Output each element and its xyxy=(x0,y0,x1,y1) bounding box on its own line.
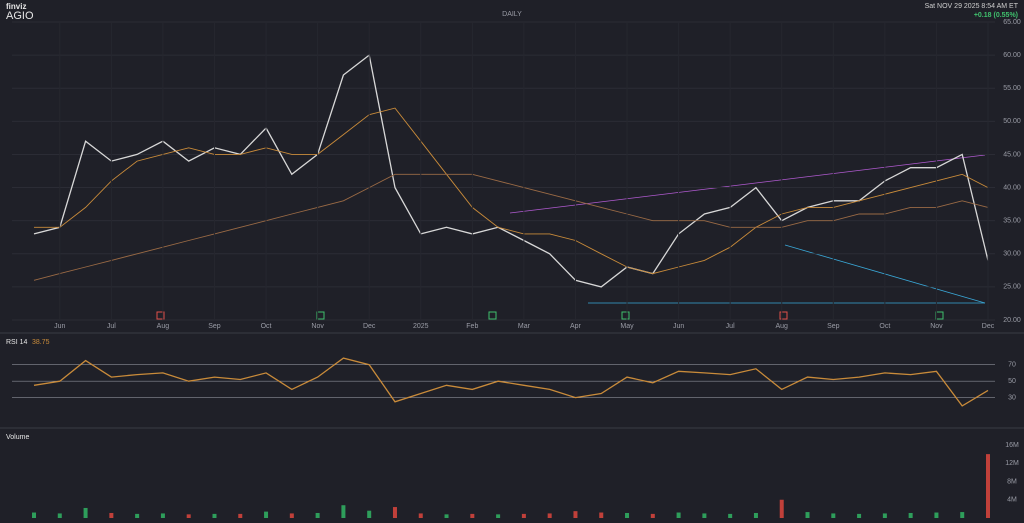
y-tick-label: 25.00 xyxy=(1003,284,1021,291)
volume-bar xyxy=(135,513,140,518)
x-tick-label: Mar xyxy=(518,323,531,330)
earnings-marker xyxy=(488,311,497,320)
volume-bar xyxy=(444,514,449,518)
volume-bar xyxy=(882,513,887,518)
volume-bar xyxy=(547,513,552,518)
volume-bar xyxy=(367,510,372,518)
y-tick-label: 45.00 xyxy=(1003,151,1021,158)
x-tick-label: Jul xyxy=(726,323,735,330)
x-tick-label: Aug xyxy=(157,323,170,330)
series-line xyxy=(33,53,989,288)
x-tick-label: Sep xyxy=(827,323,840,330)
trendline xyxy=(509,154,986,214)
y-tick-label: 30.00 xyxy=(1003,251,1021,258)
ticker: AGIO xyxy=(6,10,34,22)
y-tick-label: 65.00 xyxy=(1003,19,1021,26)
x-tick-label: Oct xyxy=(879,323,890,330)
volume-bar xyxy=(315,512,320,518)
volume-bar xyxy=(599,512,604,518)
earnings-marker xyxy=(156,311,165,320)
y-tick-label: 50.00 xyxy=(1003,118,1021,125)
volume-bar xyxy=(728,513,733,518)
period: DAILY xyxy=(502,11,522,18)
x-tick-label: May xyxy=(620,323,634,330)
x-tick-label: 2025 xyxy=(413,323,429,330)
y-tick-label: 35.00 xyxy=(1003,218,1021,225)
logo: finviz xyxy=(6,2,26,11)
y-tick-label: 70 xyxy=(1008,362,1016,369)
volume-bar xyxy=(753,512,758,518)
y-tick-label: 50 xyxy=(1008,378,1016,385)
volume-bar xyxy=(831,513,836,518)
volume-bar xyxy=(212,513,217,518)
x-tick-label: Aug xyxy=(775,323,788,330)
timestamp: Sat NOV 29 2025 8:54 AM ET xyxy=(925,3,1019,10)
earnings-marker xyxy=(621,311,630,320)
volume-bar xyxy=(521,513,526,518)
earnings-marker xyxy=(779,311,788,320)
x-tick-label: Feb xyxy=(466,323,478,330)
x-tick-label: Jun xyxy=(54,323,65,330)
volume-bar xyxy=(650,513,655,518)
y-tick-label: 8M xyxy=(1007,478,1017,485)
x-tick-label: Oct xyxy=(261,323,272,330)
x-tick-label: Jul xyxy=(107,323,116,330)
series-line xyxy=(34,107,989,275)
volume-bar xyxy=(496,514,501,518)
volume-bar xyxy=(160,513,165,518)
volume-bar xyxy=(186,514,191,518)
x-tick-label: Apr xyxy=(570,323,582,330)
x-tick-label: Jun xyxy=(673,323,684,330)
price-change: +0.18 (0.55%) xyxy=(974,12,1018,19)
volume-bar xyxy=(264,511,269,518)
volume-bar xyxy=(341,505,346,518)
volume-bar xyxy=(908,512,913,518)
y-tick-label: 20.00 xyxy=(1003,317,1021,324)
volume-bar xyxy=(857,513,862,518)
volume-bar xyxy=(779,499,784,518)
volume-bar xyxy=(109,512,114,518)
volume-bar xyxy=(289,513,294,518)
y-tick-label: 30 xyxy=(1008,394,1016,401)
y-tick-label: 40.00 xyxy=(1003,184,1021,191)
volume-bar xyxy=(934,512,939,518)
x-tick-label: Dec xyxy=(982,323,995,330)
volume-bar xyxy=(960,512,965,518)
volume-bar xyxy=(676,512,681,518)
volume-bar xyxy=(418,513,423,518)
series-line xyxy=(33,357,989,407)
y-tick-label: 16M xyxy=(1005,442,1019,449)
y-tick-label: 12M xyxy=(1005,460,1019,467)
volume-bar xyxy=(32,512,36,518)
volume-bar xyxy=(83,507,88,518)
series-line xyxy=(33,173,989,281)
volume-bar xyxy=(392,507,397,518)
volume-bar xyxy=(573,511,578,518)
volume-bar xyxy=(238,513,243,518)
volume-bar xyxy=(702,513,707,518)
volume-bar xyxy=(57,513,62,518)
y-tick-label: 4M xyxy=(1007,497,1017,504)
x-tick-label: Sep xyxy=(208,323,221,330)
volume-bar xyxy=(805,512,810,518)
volume-title: Volume xyxy=(6,434,29,441)
x-tick-label: Nov xyxy=(930,323,943,330)
y-tick-label: 60.00 xyxy=(1003,52,1021,59)
rsi-title: RSI 14 xyxy=(6,339,28,346)
rsi-last: 38.75 xyxy=(32,339,50,346)
x-tick-label: Nov xyxy=(311,323,324,330)
earnings-markers xyxy=(156,311,944,320)
earnings-marker xyxy=(316,311,325,320)
y-tick-label: 55.00 xyxy=(1003,85,1021,92)
x-tick-label: Dec xyxy=(363,323,376,330)
volume-bar xyxy=(470,513,475,518)
volume-bar xyxy=(625,512,630,518)
volume-bar xyxy=(986,454,990,518)
